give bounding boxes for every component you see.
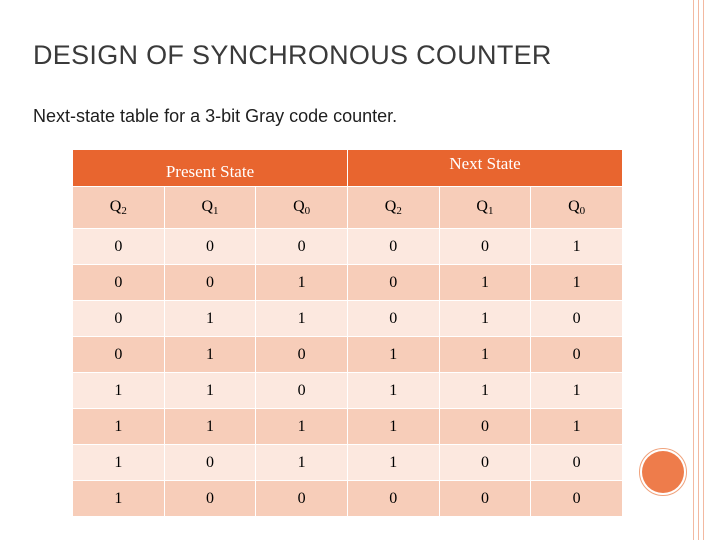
slide-frame-decoration [690, 0, 720, 540]
table-cell: 0 [530, 480, 623, 517]
table-cell: 0 [72, 300, 165, 337]
next-q2-header: Q2 [346, 186, 440, 229]
present-state-label: Present State [165, 162, 255, 181]
table-cell: 1 [72, 372, 165, 409]
table-cell: 1 [346, 408, 440, 445]
table-cell: 0 [72, 228, 165, 265]
table-cell: 0 [438, 444, 532, 481]
table-cell: 1 [530, 264, 623, 301]
table-cell: 1 [346, 336, 440, 373]
table-cell: 1 [163, 300, 257, 337]
table-cell: 1 [163, 336, 257, 373]
column-label: Q [293, 198, 305, 215]
column-subscript: 2 [396, 205, 402, 217]
table-cell: 0 [163, 264, 257, 301]
table-cell: 1 [255, 264, 348, 301]
column-label: Q [476, 198, 488, 215]
table-cell: 1 [255, 300, 348, 337]
table-cell: 0 [346, 228, 440, 265]
next-state-header: Next State [346, 149, 624, 187]
table-cell: 1 [255, 444, 348, 481]
table-cell: 0 [438, 408, 532, 445]
decorative-circle-fill [642, 451, 684, 493]
next-state-label: Next State [449, 154, 521, 173]
present-q2-header: Q2 [72, 186, 165, 229]
table-cell: 1 [530, 372, 623, 409]
table-cell: 1 [438, 300, 532, 337]
table-cell: 0 [163, 228, 257, 265]
table-cell: 1 [438, 264, 532, 301]
column-header-row: Q2 Q1 Q0 Q2 Q1 Q0 [72, 186, 623, 229]
table-cell: 0 [346, 264, 440, 301]
slide-title: DESIGN OF SYNCHRONOUS COUNTER [33, 40, 552, 70]
table-cell: 0 [530, 336, 623, 373]
table-cell: 1 [72, 408, 165, 445]
slide-subtitle: Next-state table for a 3-bit Gray code c… [33, 106, 398, 126]
table-cell: 0 [346, 480, 440, 517]
column-label: Q [568, 198, 580, 215]
column-subscript: 0 [304, 205, 311, 217]
table-cell: 1 [255, 408, 348, 445]
table-cell: 0 [530, 444, 623, 481]
table-cell: 1 [530, 228, 623, 265]
column-label: Q [109, 198, 122, 215]
table-cell: 0 [72, 264, 165, 301]
table-cell: 0 [255, 480, 348, 517]
table-cell: 0 [255, 336, 348, 373]
table-cell: 0 [163, 444, 257, 481]
column-subscript: 0 [579, 205, 586, 217]
column-label: Q [384, 198, 397, 215]
next-q1-header: Q1 [438, 186, 532, 229]
table-cell: 0 [255, 372, 348, 409]
table-cell: 1 [163, 372, 257, 409]
column-subscript: 1 [213, 205, 219, 217]
column-subscript: 1 [487, 205, 494, 217]
table-cell: 0 [438, 228, 532, 265]
table-cell: 0 [255, 228, 348, 265]
table-cell: 1 [438, 336, 532, 373]
table-cell: 1 [346, 444, 440, 481]
present-q1-header: Q1 [163, 186, 257, 229]
table-cell: 0 [72, 336, 165, 373]
column-label: Q [201, 198, 214, 215]
table-cell: 0 [163, 480, 257, 517]
table-cell: 0 [346, 300, 440, 337]
table-cell: 1 [72, 480, 165, 517]
table-cell: 1 [438, 372, 532, 409]
present-state-header: Present State [72, 149, 348, 187]
table-cell: 0 [438, 480, 532, 517]
present-q0-header: Q0 [255, 186, 348, 229]
table-cell: 1 [346, 372, 440, 409]
table-cell: 1 [163, 408, 257, 445]
next-q0-header: Q0 [530, 186, 623, 229]
group-header-row: Present State Next State [72, 149, 624, 187]
table-cell: 1 [72, 444, 165, 481]
table-cell: 1 [530, 408, 623, 445]
table-cell: 0 [530, 300, 623, 337]
column-subscript: 2 [121, 205, 127, 217]
